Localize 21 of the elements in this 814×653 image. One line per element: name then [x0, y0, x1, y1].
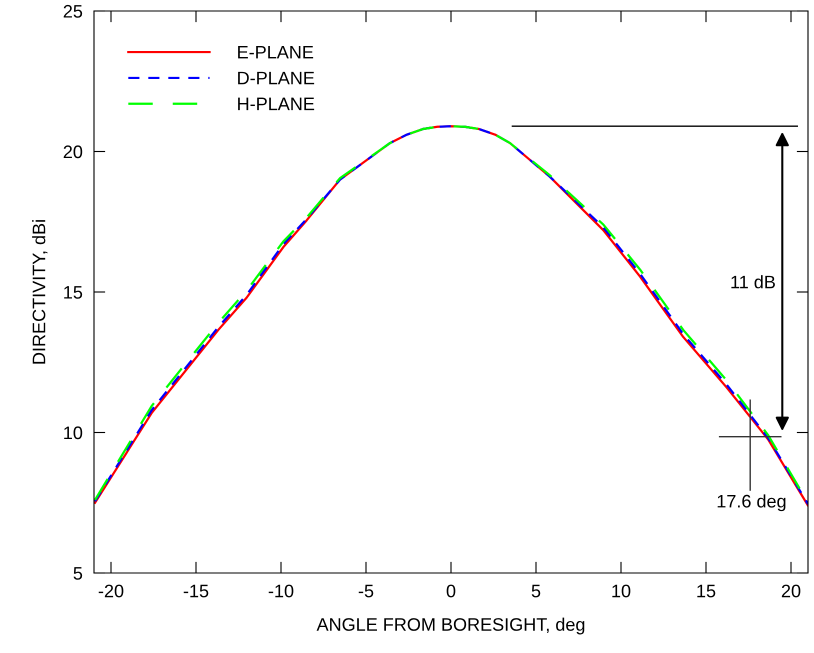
x-tick-label: -20: [98, 584, 124, 598]
y-tick-label: 25: [64, 4, 82, 18]
legend-label: H-PLANE: [238, 98, 314, 110]
x-tick-label: -15: [184, 584, 208, 598]
x-tick-label: 0: [446, 584, 456, 598]
legend-label: D-PLANE: [238, 72, 314, 84]
y-tick-label: 10: [64, 426, 82, 440]
y-tick-label: 20: [64, 145, 82, 158]
x-tick-label: 10: [612, 584, 630, 598]
x-tick-label: 5: [532, 584, 540, 598]
x-tick-label: -5: [358, 584, 374, 598]
x-tick-label: -10: [268, 584, 294, 598]
x-axis-title: ANGLE FROM BORESIGHT, deg: [316, 618, 584, 634]
annotation: 17.6 deg: [718, 494, 786, 512]
annotation: 11 dB: [731, 275, 775, 288]
y-axis-title: DIRECTIVITY, dBi: [32, 220, 48, 364]
y-tick-label: 5: [74, 567, 82, 580]
x-tick-label: 15: [697, 584, 716, 598]
y-tick-label: 15: [64, 286, 82, 299]
x-tick-label: 20: [782, 584, 800, 598]
legend-label: E-PLANE: [238, 46, 314, 58]
